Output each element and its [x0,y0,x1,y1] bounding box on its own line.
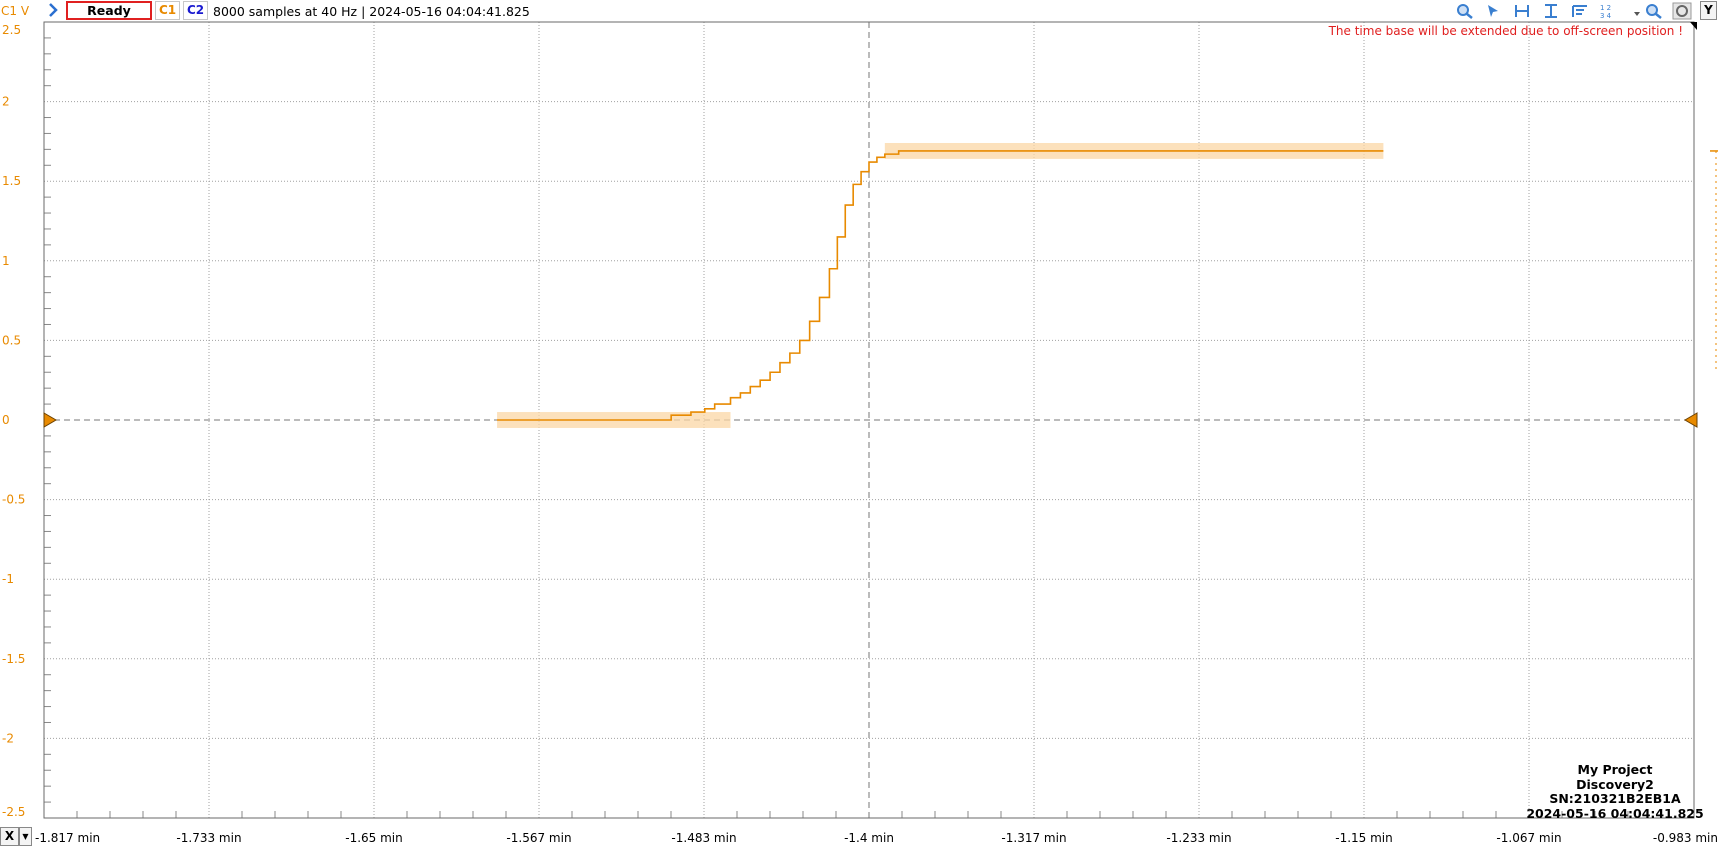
svg-text:3 4: 3 4 [1600,12,1612,20]
device-name: Discovery2 [1576,776,1654,792]
dropdown-icon[interactable] [1627,2,1647,20]
x-tick-label: -1.733 min [176,831,241,845]
trace-line [497,150,1384,421]
x-axis-dropdown[interactable]: ▼ [19,827,32,846]
y-tick-label: 1 [2,254,10,268]
x-tick-label: -1.15 min [1335,831,1393,845]
horizontal-cursor-icon[interactable] [1512,2,1532,20]
y-tick-label: 1.5 [2,174,21,188]
markers [43,22,1718,428]
y-tick-label: 0.5 [2,333,21,347]
measure-icon[interactable] [1570,2,1590,20]
x-tick-label: -1.4 min [844,831,894,845]
timebase-warning: The time base will be extended due to of… [1328,24,1683,38]
x-tick-label: -1.817 min [35,831,100,845]
x-tick-label: -1.317 min [1001,831,1066,845]
x-tick-label: -1.067 min [1496,831,1561,845]
capture-timestamp: 2024-05-16 04:04:41.825 [1526,805,1704,821]
y-tick-label: -0.5 [2,493,25,507]
grid [43,21,1695,819]
serial-number: SN:210321B2EB1A [1549,791,1681,806]
x-tick-label: -1.567 min [506,831,571,845]
vertical-cursor-icon[interactable] [1541,2,1561,20]
y-axis-button[interactable]: Y [1700,1,1717,20]
numbering-icon[interactable]: 1 2 3 4 [1598,2,1618,20]
project-name: My Project [1577,762,1653,777]
x-axis-button[interactable]: X [0,827,19,846]
zero-marker-right [1684,412,1698,428]
device-info: My Project Discovery2 SN:210321B2EB1A 20… [1500,762,1718,821]
y-tick-label: 2 [2,95,10,109]
zoom-in-icon[interactable] [1455,2,1475,20]
status-indicator: Ready [66,1,152,20]
x-tick-label: -1.65 min [345,831,403,845]
channel-1-button[interactable]: C1 [155,1,181,20]
acquisition-info: 8000 samples at 40 Hz | 2024-05-16 04:04… [213,4,530,19]
x-tick-label: -1.233 min [1166,831,1231,845]
y-axis-label: C1 V [1,4,30,18]
trace [497,142,1384,428]
y-tick-label: -1 [2,572,14,586]
toolbar: C1 V Ready C1 C2 8000 samples at 40 Hz |… [0,0,1718,22]
x-tick-label: -0.983 min [1653,831,1718,845]
tick-labels: 2.5 2 1.5 1 0.5 0 -0.5 -1 -1.5 -2 -2.5 -1.817 min -1… [2,23,1718,845]
cursor-icon[interactable] [1484,2,1504,20]
settings-icon[interactable] [1672,2,1692,20]
y-tick-label: -1.5 [2,652,25,666]
trigger-marker [1690,22,1697,30]
x-tick-label: -1.483 min [671,831,736,845]
y-tick-label: -2 [2,731,14,745]
y-tick-label: 0 [2,413,10,427]
zero-marker-left [43,412,57,428]
zoom-icon[interactable] [1644,2,1664,20]
y-tick-label: -2.5 [2,805,25,819]
channel-2-button[interactable]: C2 [183,1,209,20]
run-arrow-icon[interactable] [48,2,58,18]
y-tick-label: 2.5 [2,23,21,37]
svg-text:1 2: 1 2 [1600,4,1611,12]
